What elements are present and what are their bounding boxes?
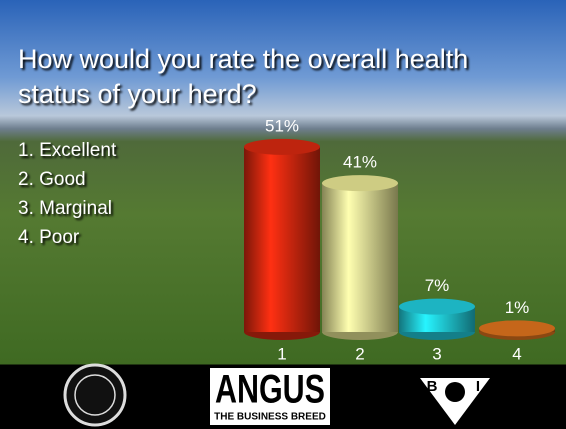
option: 3. Marginal [18, 198, 112, 219]
x-tick-label: 1 [277, 344, 286, 363]
bif-emblem [445, 382, 465, 402]
value-label: 1% [505, 298, 530, 317]
option-list: 1. Excellent 2. Good 3. Marginal 4. Poor [18, 136, 116, 252]
value-label: 7% [425, 276, 450, 295]
option: 1. Excellent [18, 140, 117, 161]
bar [322, 183, 398, 332]
x-tick-label: 4 [512, 344, 521, 363]
bar-top [399, 298, 475, 315]
bar-top [244, 138, 320, 155]
bar-top [479, 320, 555, 337]
bif-seal-ring [74, 374, 116, 416]
value-label: 41% [343, 153, 377, 172]
slide-title: How would you rate the overall health st… [18, 44, 469, 109]
bif-letter: B [427, 378, 438, 395]
option: 4. Poor [18, 227, 80, 248]
x-tick-label: 2 [355, 344, 364, 363]
angus-logo: ANGUS [215, 368, 325, 412]
option: 2. Good [18, 169, 86, 190]
bif-seal [63, 363, 127, 427]
bar-top [322, 175, 398, 192]
bar [244, 146, 320, 332]
bif-letter: I [476, 378, 480, 395]
bif-letter: F [450, 404, 459, 421]
angus-tagline: THE BUSINESS BREED [214, 412, 326, 423]
value-label: 51% [265, 116, 299, 135]
x-tick-label: 3 [432, 344, 441, 363]
angus-logo-box [210, 368, 330, 425]
